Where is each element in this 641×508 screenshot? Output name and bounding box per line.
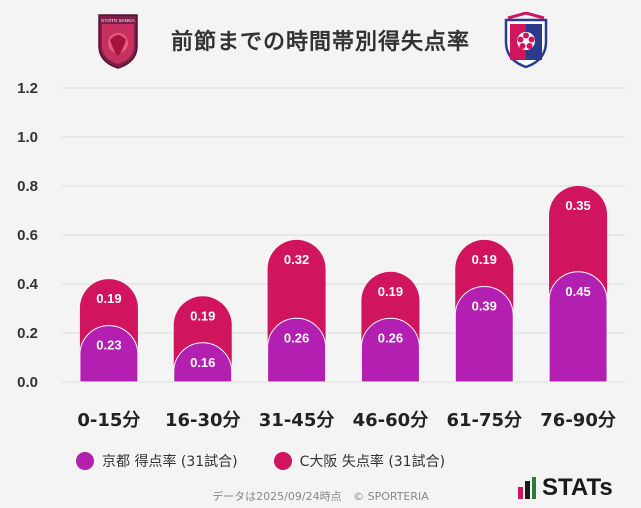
chart-title: 前節までの時間帯別得失点率: [170, 30, 470, 55]
y-tick-label: 1.2: [17, 80, 38, 97]
data-label-kyoto: 0.23: [96, 338, 121, 353]
x-tick-label: 16-30分: [165, 410, 241, 431]
data-label-kyoto: 0.26: [378, 330, 403, 345]
x-tick-label: 0-15分: [77, 410, 140, 431]
data-label-kyoto: 0.26: [284, 330, 309, 345]
x-tick-label: 76-90分: [540, 410, 616, 431]
kyoto-sanga-crest-icon: KYOTO SANGA: [98, 14, 138, 69]
data-label-cosaka: 0.19: [378, 284, 403, 299]
crest-text: KYOTO SANGA: [101, 18, 135, 23]
stats-logo: STATs: [518, 474, 613, 502]
x-tick-label: 31-45分: [259, 410, 335, 431]
bar-kyoto-score: [173, 342, 233, 383]
legend: 京都 得点率 (31試合) C大阪 失点率 (31試合): [76, 448, 481, 474]
legend-label-cosaka: C大阪 失点率 (31試合): [299, 454, 446, 470]
legend-item-cosaka: C大阪 失点率 (31試合): [273, 451, 446, 471]
legend-dot-kyoto: [76, 452, 94, 470]
bar-kyoto-score: [267, 317, 327, 383]
x-tick-label: 46-60分: [353, 410, 429, 431]
copyright: © SPORTERIA: [353, 490, 429, 503]
y-tick-label: 0.4: [17, 276, 39, 293]
y-tick-label: 0.2: [17, 325, 38, 342]
bar-chart: 0.0 0.2 0.4 0.6 0.8 1.0 1.2 0.19 0.23 0-15分 0.19 0.…: [17, 80, 625, 431]
footer: データは2025/09/24時点 © SPORTERIA: [0, 488, 641, 504]
legend-label-kyoto: 京都 得点率 (31試合): [102, 454, 238, 470]
cerezo-osaka-crest-icon: [504, 12, 548, 69]
data-label-cosaka: 0.19: [190, 308, 215, 323]
data-label-kyoto: 0.45: [565, 284, 590, 299]
x-tick-label: 61-75分: [446, 410, 522, 431]
legend-dot-cosaka: [273, 452, 292, 470]
stats-logo-icon: [518, 477, 536, 499]
bar-kyoto-score: [548, 271, 608, 383]
y-tick-label: 0.8: [17, 178, 38, 195]
data-label-kyoto: 0.39: [472, 298, 497, 313]
bar-kyoto-score: [454, 286, 514, 383]
y-tick-label: 0.0: [17, 374, 38, 391]
y-tick-label: 0.6: [17, 227, 38, 244]
bar-kyoto-score: [79, 325, 139, 383]
y-tick-label: 1.0: [17, 129, 38, 146]
data-label-cosaka: 0.19: [96, 291, 121, 306]
legend-item-kyoto: 京都 得点率 (31試合): [76, 451, 238, 471]
bar-kyoto-score: [360, 317, 420, 383]
data-label-cosaka: 0.19: [472, 252, 497, 267]
data-label-cosaka: 0.35: [565, 198, 590, 213]
data-label-kyoto: 0.16: [190, 355, 215, 370]
data-label-cosaka: 0.32: [284, 252, 309, 267]
stats-brand-text: STATs: [542, 474, 613, 501]
data-date: データは2025/09/24時点: [212, 490, 342, 503]
